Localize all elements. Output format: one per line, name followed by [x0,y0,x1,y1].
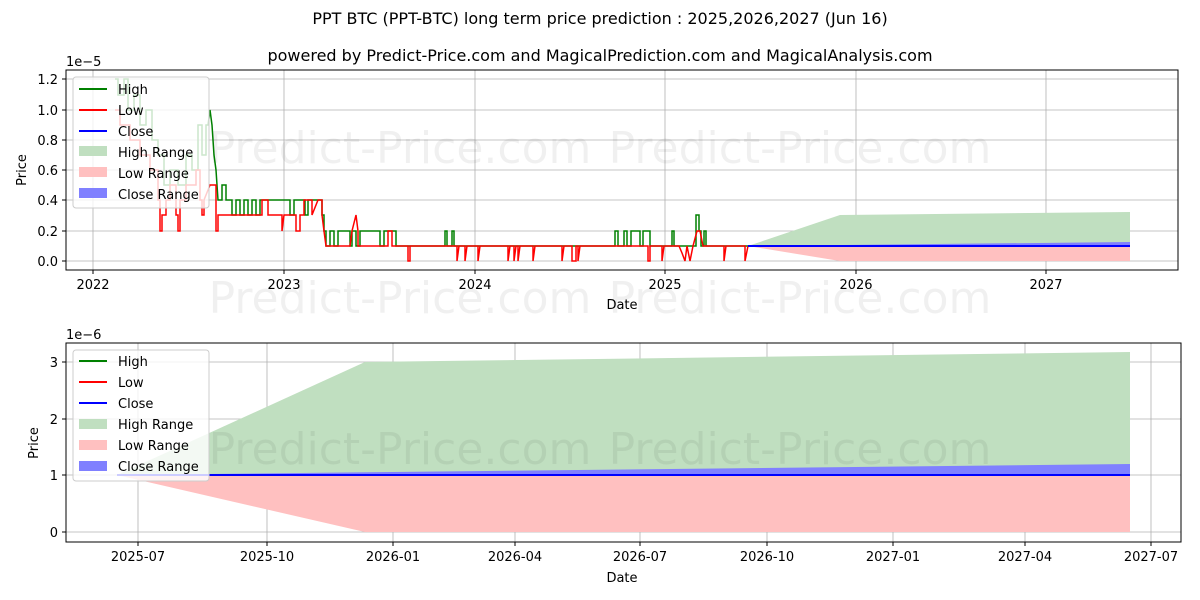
low-range-area [117,475,1130,532]
x-tick-label: 2024 [458,278,491,293]
y-axis-label: Price [15,154,30,186]
top-y-axis: 0.0 0.2 0.4 0.6 0.8 1.0 1.2 1e−5 Price [15,55,101,270]
x-axis-label: Date [606,571,637,586]
legend-close-range-label: Close Range [118,460,199,475]
legend-high-range-label: High Range [118,146,193,161]
legend-close-label: Close [118,125,153,140]
x-tick-label: 2025-10 [240,550,294,565]
legend-high-label: High [118,83,148,98]
legend-low-range-label: Low Range [118,439,189,454]
watermark-text: Predict-Price.com [609,123,992,174]
y-scale-label: 1e−5 [66,55,101,70]
y-tick-label: 0.4 [37,194,58,209]
low-line [115,109,749,262]
x-tick-label: 2025-07 [111,550,165,565]
y-scale-label: 1e−6 [66,328,101,343]
legend-close-label: Close [118,397,153,412]
x-axis-label: Date [606,298,637,313]
x-tick-label: 2026-07 [613,550,667,565]
y-tick-label: 0.8 [37,134,58,149]
x-tick-label: 2027 [1029,278,1062,293]
legend-high-label: High [118,355,148,370]
y-tick-label: 0.2 [37,225,58,240]
watermark-text: Predict-Price.com [209,424,592,475]
watermark-text: Predict-Price.com [209,273,592,324]
low-range-area [748,246,1130,261]
top-chart: Predict-Price.com Predict-Price.com 0.0 … [15,55,1179,324]
watermark-text: Predict-Price.com [609,424,992,475]
legend-high-range-swatch [79,419,107,429]
x-tick-label: 2027-04 [998,550,1052,565]
legend-low-range-swatch [79,167,107,177]
y-tick-label: 1.2 [37,73,58,88]
bottom-legend: High Low Close High Range Low Range Clos… [72,349,210,482]
chart-title: PPT BTC (PPT-BTC) long term price predic… [312,9,888,28]
y-tick-label: 1.0 [37,104,58,119]
y-tick-label: 2 [50,413,58,428]
legend-close-range-swatch [79,188,107,198]
legend-high-range-swatch [79,146,107,156]
y-tick-label: 3 [50,356,58,371]
x-tick-label: 2023 [267,278,300,293]
legend-close-range-label: Close Range [118,188,199,203]
x-tick-label: 2027-07 [1124,550,1178,565]
watermark-text: Predict-Price.com [209,123,592,174]
legend-low-range-swatch [79,440,107,450]
high-range-area [117,352,1130,475]
chart-subtitle: powered by Predict-Price.com and Magical… [267,46,933,65]
x-tick-label: 2022 [76,278,109,293]
x-tick-label: 2025 [648,278,681,293]
y-axis-label: Price [27,427,42,459]
top-x-axis: 2022 2023 2024 2025 2026 2027 Date [76,270,1063,313]
x-tick-label: 2026-10 [740,550,794,565]
x-tick-label: 2026-01 [366,550,420,565]
close-range-area [117,464,1130,475]
legend-close-range-swatch [79,461,107,471]
y-tick-label: 0 [50,526,58,541]
y-tick-label: 1 [50,469,58,484]
legend-low-label: Low [118,376,144,391]
high-range-area [748,212,1130,246]
x-tick-label: 2026 [839,278,872,293]
bottom-axes-frame [65,342,1182,543]
bottom-chart: Predict-Price.com Predict-Price.com 0 1 … [27,328,1182,586]
bottom-x-axis: 2025-07 2025-10 2026-01 2026-04 2026-07 … [111,542,1178,586]
watermark-text: Predict-Price.com [609,273,992,324]
legend-low-range-label: Low Range [118,167,189,182]
x-tick-label: 2027-01 [866,550,920,565]
y-tick-label: 0.6 [37,164,58,179]
legend-low-label: Low [118,104,144,119]
bottom-y-axis: 0 1 2 3 1e−6 Price [27,328,101,541]
legend-high-range-label: High Range [118,418,193,433]
y-tick-label: 0.0 [37,255,58,270]
x-tick-label: 2026-04 [488,550,542,565]
top-legend: High Low Close High Range Low Range Clos… [72,76,210,209]
